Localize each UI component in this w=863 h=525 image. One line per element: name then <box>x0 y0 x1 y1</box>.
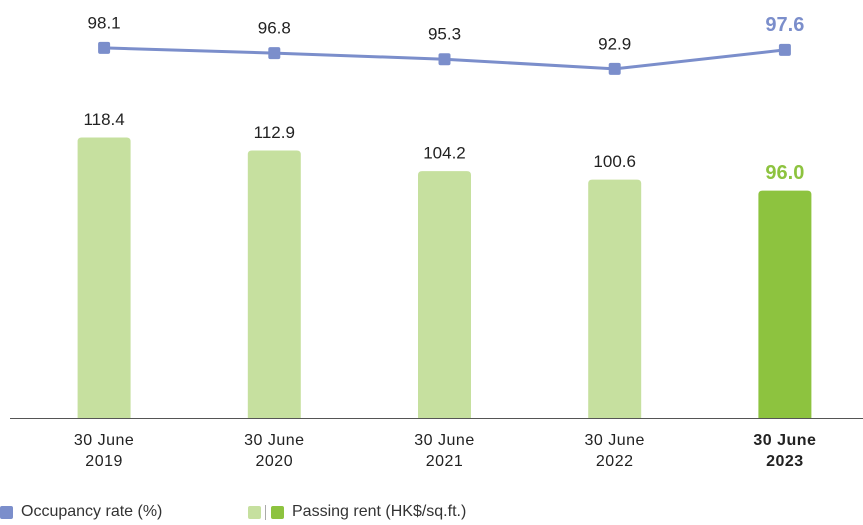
bar <box>77 137 131 418</box>
value-label: 92.9 <box>598 34 631 53</box>
value-label: 95.3 <box>428 25 461 44</box>
legend-swatch <box>248 505 261 519</box>
legend-label: Occupancy rate (%) <box>21 503 163 520</box>
legend-item: Passing rent (HK$/sq.ft.) <box>248 503 466 521</box>
bar <box>418 171 471 418</box>
legend-swatch <box>0 505 13 519</box>
value-label: 118.4 <box>83 110 124 129</box>
x-tick-label: 30 June 2023 <box>753 432 817 470</box>
value-label: 96.8 <box>258 19 291 38</box>
value-label: 96.0 <box>765 162 804 184</box>
line-marker <box>778 43 791 56</box>
legend-label: Passing rent (HK$/sq.ft.) <box>292 503 467 520</box>
value-label: 104.2 <box>423 144 466 163</box>
line-marker <box>98 41 111 54</box>
bar <box>247 150 301 418</box>
value-label: 100.6 <box>593 152 636 171</box>
line-marker <box>438 53 451 66</box>
value-label: 97.6 <box>765 14 804 36</box>
x-tick-label: 30 June 2020 <box>244 432 305 470</box>
x-tick-label: 30 June 2019 <box>73 432 135 470</box>
legend-divider <box>265 504 266 520</box>
line-marker <box>268 47 281 60</box>
value-label: 112.9 <box>254 123 295 142</box>
x-tick-label: 30 June 2021 <box>414 432 475 470</box>
legend-swatch <box>271 505 284 519</box>
value-label: 98.1 <box>88 13 121 32</box>
line-marker <box>608 62 621 75</box>
legend-item: Occupancy rate (%) <box>0 503 162 521</box>
bar <box>758 190 812 418</box>
x-tick-label: 30 June 2022 <box>584 432 645 470</box>
bar <box>588 179 642 418</box>
